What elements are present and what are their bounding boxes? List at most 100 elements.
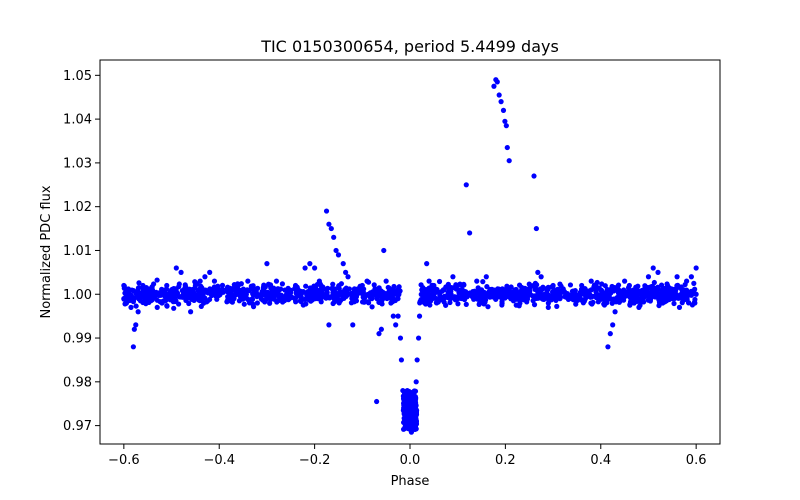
- baseline-point: [448, 295, 454, 302]
- baseline-point: [336, 283, 342, 289]
- y-tick-label: 1.02: [63, 200, 92, 215]
- dip-point: [407, 396, 413, 402]
- data-point: [235, 282, 241, 289]
- baseline-point: [540, 284, 546, 290]
- x-tick-label: 0.4: [590, 453, 611, 468]
- data-point: [126, 287, 132, 293]
- baseline-point: [624, 289, 631, 295]
- baseline-point: [383, 291, 389, 297]
- data-point: [307, 261, 313, 267]
- data-point: [478, 287, 485, 293]
- baseline-point: [684, 295, 690, 301]
- data-point: [390, 313, 396, 319]
- baseline-point: [235, 286, 241, 293]
- baseline-point: [244, 296, 251, 302]
- baseline-point: [649, 283, 655, 290]
- data-point: [463, 182, 469, 188]
- baseline-point: [691, 280, 697, 286]
- baseline-point: [585, 291, 592, 297]
- baseline-point: [369, 304, 375, 310]
- baseline-point: [611, 296, 617, 302]
- baseline-point: [672, 286, 678, 292]
- baseline-point: [276, 287, 282, 293]
- data-point: [414, 357, 420, 363]
- data-point: [679, 287, 685, 293]
- dip-point: [411, 411, 417, 417]
- baseline-point: [649, 290, 655, 296]
- baseline-point: [461, 281, 467, 287]
- baseline-point: [259, 292, 265, 298]
- baseline-point: [486, 291, 492, 297]
- baseline-point: [262, 299, 268, 305]
- data-point: [202, 274, 208, 280]
- y-tick-label: 0.99: [63, 332, 92, 347]
- data-point: [168, 287, 175, 293]
- data-point: [693, 265, 699, 271]
- baseline-point: [253, 289, 259, 295]
- y-axis-label: Normalized PDC flux: [39, 185, 54, 318]
- baseline-point: [533, 295, 539, 301]
- baseline-point: [418, 282, 424, 288]
- baseline-point: [481, 301, 487, 307]
- baseline-point: [164, 302, 170, 309]
- data-point: [135, 309, 141, 315]
- data-point: [226, 287, 232, 293]
- baseline-point: [499, 300, 505, 306]
- data-point: [550, 282, 556, 289]
- baseline-point: [544, 289, 550, 295]
- data-point: [641, 287, 647, 293]
- data-point: [617, 296, 623, 302]
- baseline-point: [636, 297, 643, 304]
- baseline-point: [567, 282, 574, 288]
- data-point: [588, 278, 594, 284]
- baseline-point: [365, 300, 372, 306]
- data-point: [474, 278, 480, 284]
- baseline-point: [237, 294, 244, 300]
- baseline-point: [345, 291, 351, 298]
- data-point: [164, 282, 170, 289]
- baseline-point: [579, 287, 586, 293]
- baseline-point: [391, 288, 397, 294]
- baseline-point: [418, 298, 424, 304]
- data-point: [376, 331, 382, 337]
- data-point: [335, 252, 342, 258]
- baseline-point: [454, 294, 460, 300]
- data-point: [207, 269, 213, 275]
- data-point: [538, 274, 544, 280]
- baseline-point: [675, 282, 681, 289]
- baseline-point: [670, 290, 676, 297]
- data-point: [283, 296, 289, 302]
- baseline-point: [527, 288, 533, 294]
- baseline-point: [268, 284, 274, 290]
- baseline-point: [144, 290, 150, 296]
- baseline-point: [678, 292, 684, 298]
- data-point: [216, 291, 222, 297]
- baseline-point: [391, 283, 397, 290]
- data-point: [292, 282, 299, 289]
- baseline-point: [187, 286, 193, 292]
- data-point: [593, 282, 599, 289]
- baseline-point: [538, 293, 544, 299]
- baseline-point: [424, 297, 430, 303]
- data-point: [502, 118, 508, 124]
- baseline-point: [159, 286, 165, 292]
- data-point: [340, 261, 346, 267]
- baseline-point: [254, 293, 260, 299]
- baseline-point: [554, 303, 560, 309]
- data-point: [494, 79, 500, 85]
- data-point: [183, 296, 189, 302]
- data-point: [302, 265, 308, 271]
- baseline-point: [154, 277, 160, 283]
- data-point: [350, 322, 356, 328]
- baseline-point: [516, 303, 522, 309]
- data-point: [569, 296, 575, 302]
- data-point: [407, 409, 413, 416]
- data-point: [622, 278, 628, 284]
- baseline-point: [204, 298, 211, 304]
- baseline-point: [205, 290, 211, 296]
- dip-point: [403, 418, 409, 424]
- x-tick-label: −0.4: [203, 453, 235, 468]
- baseline-point: [314, 292, 320, 298]
- baseline-point: [300, 302, 306, 308]
- data-point: [411, 405, 417, 411]
